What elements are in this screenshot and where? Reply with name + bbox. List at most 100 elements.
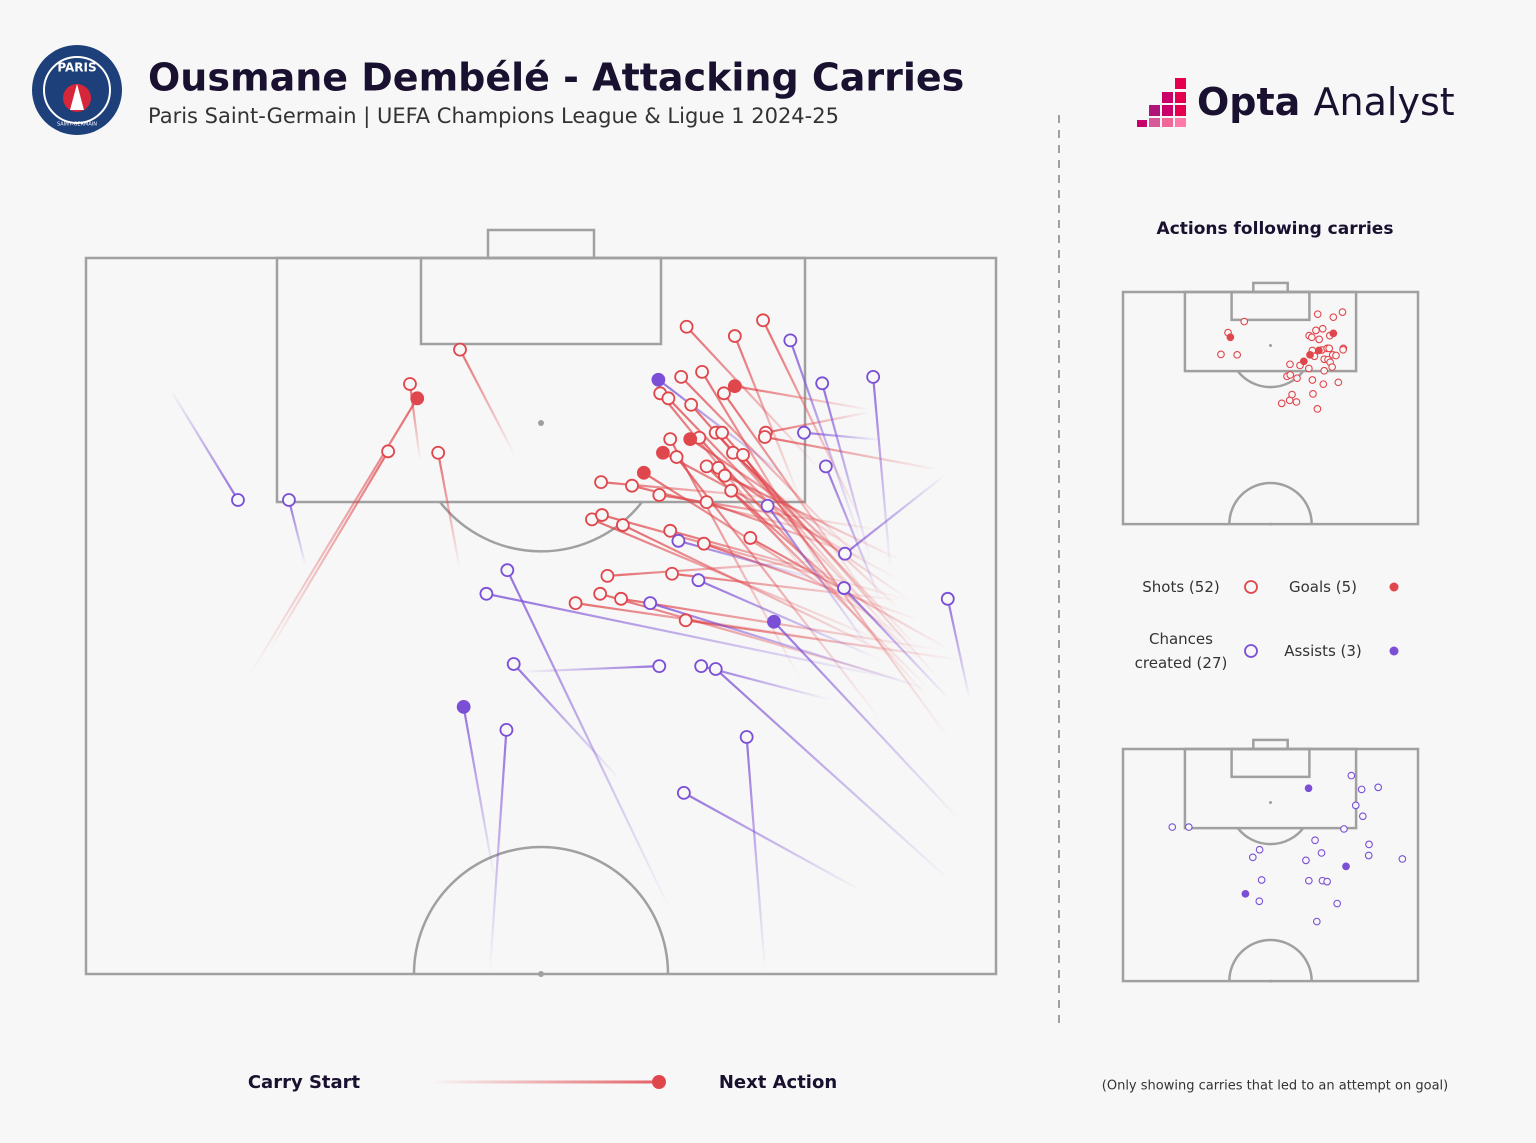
penalty-spot [1269, 343, 1272, 347]
mini-dot-filled [1306, 350, 1314, 359]
action-dot-filled [656, 445, 670, 460]
carry-line [766, 505, 872, 651]
centre-circle [412, 845, 670, 975]
carry-line [824, 465, 882, 601]
action-dot-filled [683, 432, 698, 447]
mini-dot [1364, 851, 1373, 860]
mini-dot [1323, 877, 1331, 886]
action-dot [797, 425, 811, 440]
brand-pixel [1162, 118, 1173, 127]
action-dot [431, 445, 446, 460]
action-dot [506, 657, 521, 671]
centre-circle [1228, 481, 1313, 525]
carry-line [268, 450, 390, 651]
action-dot [678, 613, 693, 628]
mini-dot [1329, 313, 1338, 322]
action-dot [684, 397, 699, 412]
action-dot-filled [410, 391, 425, 406]
carry-line [520, 665, 660, 673]
mini-dot [1285, 396, 1294, 405]
mini-dot [1315, 335, 1324, 344]
action-dot [756, 313, 770, 328]
pitch-outline [1121, 747, 1420, 983]
carry-line [248, 397, 419, 676]
brand-bold: Opta [1197, 80, 1300, 124]
carry-line [714, 668, 951, 882]
carry-line [689, 438, 872, 562]
action-dot [231, 493, 245, 507]
legend-label: Chances created (27) [1134, 630, 1228, 672]
carry-line [683, 791, 861, 892]
mini-dot [1334, 378, 1343, 387]
carry-line [643, 471, 911, 642]
mini-dot [1319, 380, 1328, 389]
mini-dot [1257, 876, 1266, 884]
action-dot [866, 369, 881, 384]
centre-spot [538, 971, 544, 977]
carry-line [701, 371, 842, 601]
action-dot [663, 523, 678, 538]
mini-dot [1340, 825, 1348, 833]
key-dot [652, 1075, 666, 1089]
pitch [1121, 738, 1420, 983]
carry-line [703, 542, 920, 622]
action-dot [757, 430, 772, 444]
carry-line [607, 559, 831, 578]
brand-pixel [1175, 118, 1186, 127]
legend-marker [1389, 646, 1399, 656]
penalty-box [1183, 747, 1358, 830]
carry-line [622, 524, 901, 661]
penalty-box [275, 256, 807, 504]
brand-pixel [1149, 118, 1160, 127]
carry-line [168, 387, 239, 501]
action-dot [717, 468, 732, 483]
carry-line [844, 474, 946, 555]
mini-dot [1318, 324, 1327, 333]
legend-marker [1244, 580, 1258, 594]
legend-marker [1244, 644, 1258, 658]
goal [1252, 738, 1289, 751]
action-dot [674, 369, 689, 384]
mini-dot [1357, 785, 1366, 794]
brand-light: Analyst [1314, 80, 1455, 124]
carry-line [773, 620, 961, 821]
action-dot [593, 586, 608, 601]
carry-line [601, 513, 910, 602]
brand-name: Opta Analyst [1197, 80, 1455, 124]
mini-dot [1328, 363, 1337, 371]
carry-line [733, 335, 802, 501]
logo-text: PARIS [57, 61, 96, 75]
six-yard-box [419, 256, 663, 346]
action-dot [665, 566, 679, 581]
action-dot [568, 596, 583, 611]
action-dot [724, 483, 739, 498]
action-dots [231, 308, 1407, 926]
action-dot [661, 391, 676, 406]
mini-dot [1332, 351, 1340, 360]
key-end: Next Action [719, 1072, 837, 1093]
action-dot [699, 459, 714, 474]
carry-lines [168, 319, 971, 970]
action-dot [643, 596, 658, 611]
chart-subtitle: Paris Saint-Germain | UEFA Champions Lea… [148, 104, 839, 129]
pitches [84, 228, 1420, 983]
action-dot [727, 329, 742, 343]
carry-line [872, 376, 892, 571]
carry-line [287, 499, 307, 566]
action-dot [783, 333, 798, 348]
logo-tower [70, 84, 84, 110]
mini-dot [1339, 345, 1347, 354]
carry-line [724, 474, 901, 562]
action-dot [600, 569, 615, 583]
mini-dot [1293, 374, 1301, 383]
goal [1252, 281, 1289, 294]
brand-pixel [1162, 92, 1173, 103]
mini-dot [1292, 398, 1301, 406]
carry-line [669, 438, 802, 681]
action-dot [671, 533, 686, 548]
carry-line [764, 435, 940, 472]
legend-label: Shots (52) [1142, 578, 1220, 596]
mini-dot [1312, 917, 1321, 926]
mini-dot [1313, 405, 1322, 413]
